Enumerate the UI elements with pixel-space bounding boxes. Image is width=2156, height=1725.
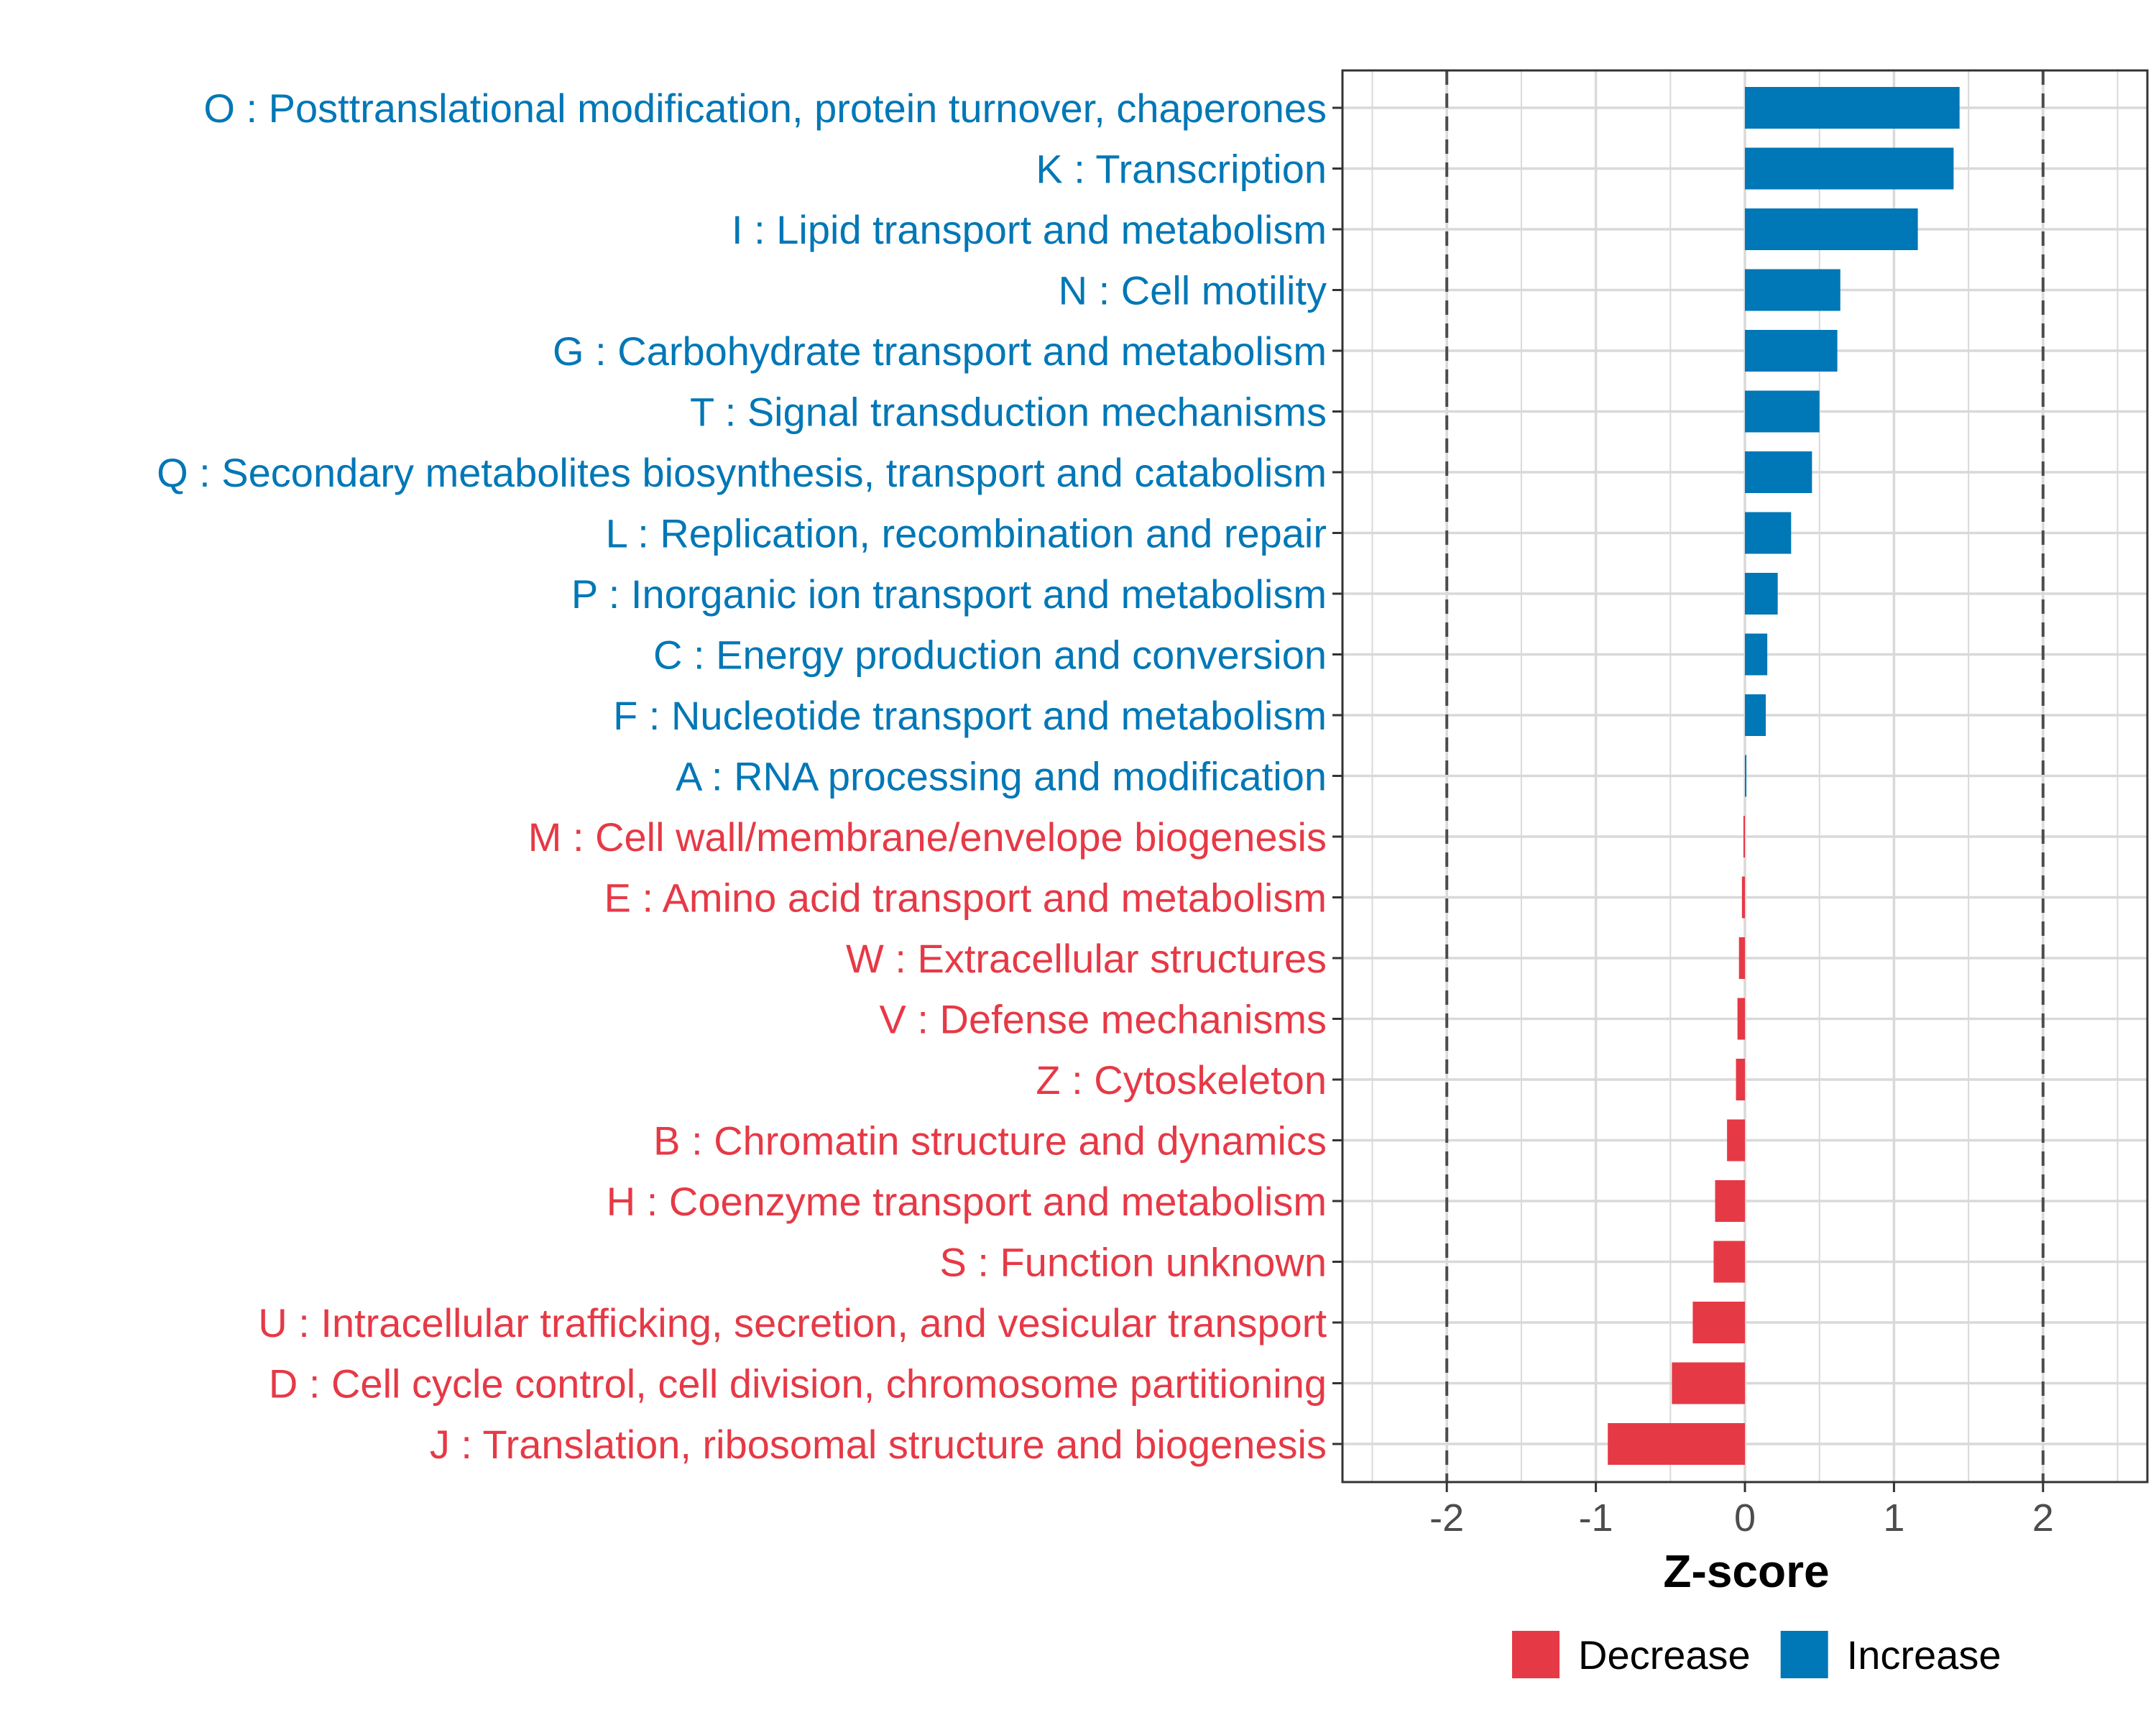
x-axis-title: Z-score (1663, 1545, 1829, 1597)
category-label: I : Lipid transport and metabolism (732, 207, 1327, 252)
bar (1745, 87, 1960, 129)
category-label: C : Energy production and conversion (653, 632, 1327, 678)
category-label: B : Chromatin structure and dynamics (653, 1118, 1327, 1164)
category-label: L : Replication, recombination and repai… (606, 511, 1327, 556)
bar (1745, 512, 1792, 554)
x-tick-label: 2 (2032, 1496, 2054, 1540)
bar (1745, 208, 1918, 250)
category-label: G : Carbohydrate transport and metabolis… (553, 328, 1327, 374)
category-label: P : Inorganic ion transport and metaboli… (571, 571, 1327, 617)
category-label: Q : Secondary metabolites biosynthesis, … (157, 450, 1327, 495)
bar (1736, 1059, 1745, 1100)
bar (1745, 573, 1778, 615)
bar (1745, 269, 1841, 311)
bar (1745, 330, 1838, 372)
legend-label: Increase (1847, 1632, 2001, 1678)
category-label: H : Coenzyme transport and metabolism (607, 1179, 1327, 1224)
bar (1745, 633, 1768, 676)
category-label: V : Defense mechanisms (880, 997, 1327, 1042)
category-label: F : Nucleotide transport and metabolism (613, 693, 1327, 738)
bar (1727, 1119, 1745, 1162)
legend-key (1512, 1631, 1560, 1678)
x-tick-label: -2 (1429, 1496, 1464, 1540)
bar (1738, 937, 1745, 979)
bar (1745, 694, 1766, 736)
bar (1745, 147, 1954, 190)
bar (1713, 1241, 1745, 1283)
category-label: K : Transcription (1036, 147, 1327, 192)
legend-key (1780, 1631, 1828, 1678)
x-tick-label: -1 (1579, 1496, 1613, 1540)
x-tick-label: 0 (1734, 1496, 1756, 1540)
category-label: U : Intracellular trafficking, secretion… (258, 1300, 1327, 1346)
category-label: N : Cell motility (1059, 268, 1327, 313)
category-label: M : Cell wall/membrane/envelope biogenes… (528, 814, 1327, 860)
category-label: T : Signal transduction mechanisms (690, 390, 1327, 435)
category-label: S : Function unknown (939, 1240, 1327, 1285)
bar (1745, 755, 1747, 797)
bar (1745, 451, 1812, 493)
category-label: Z : Cytoskeleton (1036, 1057, 1327, 1103)
category-label: W : Extracellular structures (846, 936, 1327, 981)
bar (1715, 1180, 1745, 1222)
category-label: O : Posttranslational modification, prot… (203, 86, 1327, 131)
category-label: D : Cell cycle control, cell division, c… (269, 1361, 1327, 1407)
legend-label: Decrease (1578, 1632, 1751, 1678)
x-tick-label: 1 (1883, 1496, 1904, 1540)
plot-area (1341, 69, 2149, 1484)
bar (1672, 1362, 1745, 1404)
category-labels: O : Posttranslational modification, prot… (157, 86, 1342, 1467)
bar (1692, 1302, 1745, 1343)
category-label: A : RNA processing and modification (676, 754, 1327, 799)
legend: Decrease Increase (1512, 1631, 2001, 1678)
category-label: E : Amino acid transport and metabolism (604, 875, 1327, 921)
bar (1741, 876, 1745, 919)
bar (1608, 1423, 1745, 1465)
bar (1743, 816, 1745, 857)
bar (1745, 390, 1820, 433)
x-axis: -2 -1 0 1 2 (1429, 1482, 2054, 1540)
bar (1737, 998, 1745, 1040)
category-label: J : Translation, ribosomal structure and… (430, 1422, 1327, 1467)
